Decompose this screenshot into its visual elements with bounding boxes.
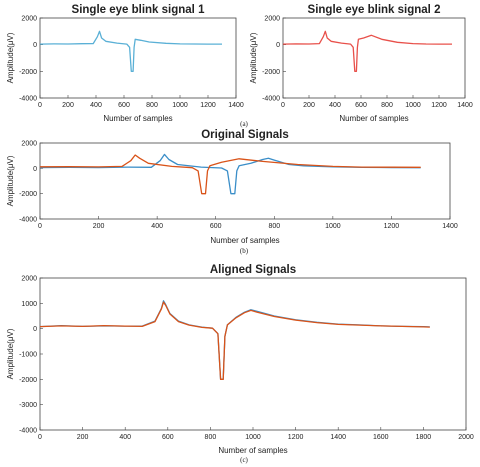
x-tick-label: 1400 xyxy=(330,434,346,441)
y-tick-label: 2000 xyxy=(21,141,37,148)
y-axis-label: Amplitude(μV) xyxy=(249,32,258,83)
x-tick-label: 1000 xyxy=(405,102,421,109)
plot-frame xyxy=(39,17,237,99)
x-tick-label: 0 xyxy=(38,223,42,230)
plot-frame xyxy=(282,17,466,99)
chart-title: Single eye blink signal 2 xyxy=(308,4,441,16)
x-tick-label: 1200 xyxy=(431,102,447,109)
plot-frame xyxy=(39,277,467,431)
x-tick-label: 600 xyxy=(210,223,222,230)
x-tick-label: 400 xyxy=(90,102,102,109)
chart-title: Aligned Signals xyxy=(210,264,296,276)
x-tick-label: 0 xyxy=(281,102,285,109)
chart-title: Original Signals xyxy=(201,129,289,141)
x-tick-label: 800 xyxy=(146,102,158,109)
y-axis-label: Amplitude(μV) xyxy=(6,32,15,83)
x-tick-label: 1200 xyxy=(384,223,400,230)
x-tick-label: 800 xyxy=(268,223,280,230)
y-tick-label: -2000 xyxy=(19,69,37,76)
x-tick-label: 1000 xyxy=(325,223,341,230)
y-axis-label: Amplitude(μV) xyxy=(6,328,15,379)
y-tick-label: -1000 xyxy=(19,352,37,359)
x-tick-label: 600 xyxy=(118,102,130,109)
x-axis-label: Number of samples xyxy=(210,236,279,245)
x-axis-label: Number of samples xyxy=(218,446,287,455)
y-tick-label: -4000 xyxy=(19,96,37,103)
y-tick-label: 0 xyxy=(33,166,37,173)
series-line-1 xyxy=(39,153,421,195)
y-tick-label: -4000 xyxy=(262,96,280,103)
series-line-1 xyxy=(39,30,222,72)
series-line-2 xyxy=(39,154,421,195)
x-tick-label: 200 xyxy=(62,102,74,109)
x-tick-label: 800 xyxy=(205,434,217,441)
x-tick-label: 200 xyxy=(93,223,105,230)
series-line-1 xyxy=(39,300,430,380)
series-line-1 xyxy=(282,30,452,72)
y-tick-label: -2000 xyxy=(19,191,37,198)
y-tick-label: 2000 xyxy=(264,16,280,23)
y-tick-label: 0 xyxy=(276,42,280,49)
x-tick-label: 400 xyxy=(329,102,341,109)
x-tick-label: 400 xyxy=(119,434,131,441)
x-tick-label: 1000 xyxy=(245,434,261,441)
x-tick-label: 800 xyxy=(381,102,393,109)
y-tick-label: -4000 xyxy=(19,428,37,435)
y-tick-label: 1000 xyxy=(21,301,37,308)
chart-a2: 0 200 400 600 800 1000 1200 1400 -4000 -2000 0 2000… xyxy=(249,4,473,123)
y-tick-label: -3000 xyxy=(19,402,37,409)
x-tick-label: 1400 xyxy=(228,102,244,109)
x-tick-label: 600 xyxy=(162,434,174,441)
y-tick-label: 0 xyxy=(33,326,37,333)
x-tick-label: 1400 xyxy=(442,223,458,230)
x-axis-label: Number of samples xyxy=(339,114,408,123)
chart-a1: 0 200 400 600 800 1000 1200 1400 -4000 -2000 0 2000… xyxy=(6,4,249,128)
x-tick-label: 1200 xyxy=(200,102,216,109)
x-tick-label: 0 xyxy=(38,434,42,441)
x-tick-label: 200 xyxy=(77,434,89,441)
x-tick-label: 200 xyxy=(303,102,315,109)
y-tick-label: -2000 xyxy=(262,69,280,76)
series-line-2 xyxy=(39,301,430,380)
y-tick-label: 2000 xyxy=(21,276,37,283)
x-tick-label: 1800 xyxy=(416,434,432,441)
y-tick-label: -2000 xyxy=(19,377,37,384)
y-tick-label: 0 xyxy=(33,42,37,49)
panel-caption: (c) xyxy=(240,456,248,464)
x-tick-label: 1400 xyxy=(457,102,473,109)
chart-c: 0 200 400 600 800 1000 1200 1400 1600 1800 2000 -40… xyxy=(6,264,474,464)
x-axis-label: Number of samples xyxy=(103,114,172,123)
x-tick-label: 1000 xyxy=(172,102,188,109)
x-tick-label: 0 xyxy=(38,102,42,109)
panel-caption: (b) xyxy=(240,247,249,255)
x-tick-label: 1600 xyxy=(373,434,389,441)
chart-b: 0 200 400 600 800 1000 1200 1400 -4000 -2000 0 2000… xyxy=(6,129,458,255)
y-axis-label: Amplitude(μV) xyxy=(6,155,15,206)
chart-title: Single eye blink signal 1 xyxy=(72,4,206,16)
x-tick-label: 2000 xyxy=(458,434,474,441)
plot-frame xyxy=(39,142,451,220)
x-tick-label: 400 xyxy=(151,223,163,230)
panel-caption: (a) xyxy=(240,120,248,128)
x-tick-label: 600 xyxy=(355,102,367,109)
y-tick-label: 2000 xyxy=(21,16,37,23)
y-tick-label: -4000 xyxy=(19,217,37,224)
x-tick-label: 1200 xyxy=(288,434,304,441)
